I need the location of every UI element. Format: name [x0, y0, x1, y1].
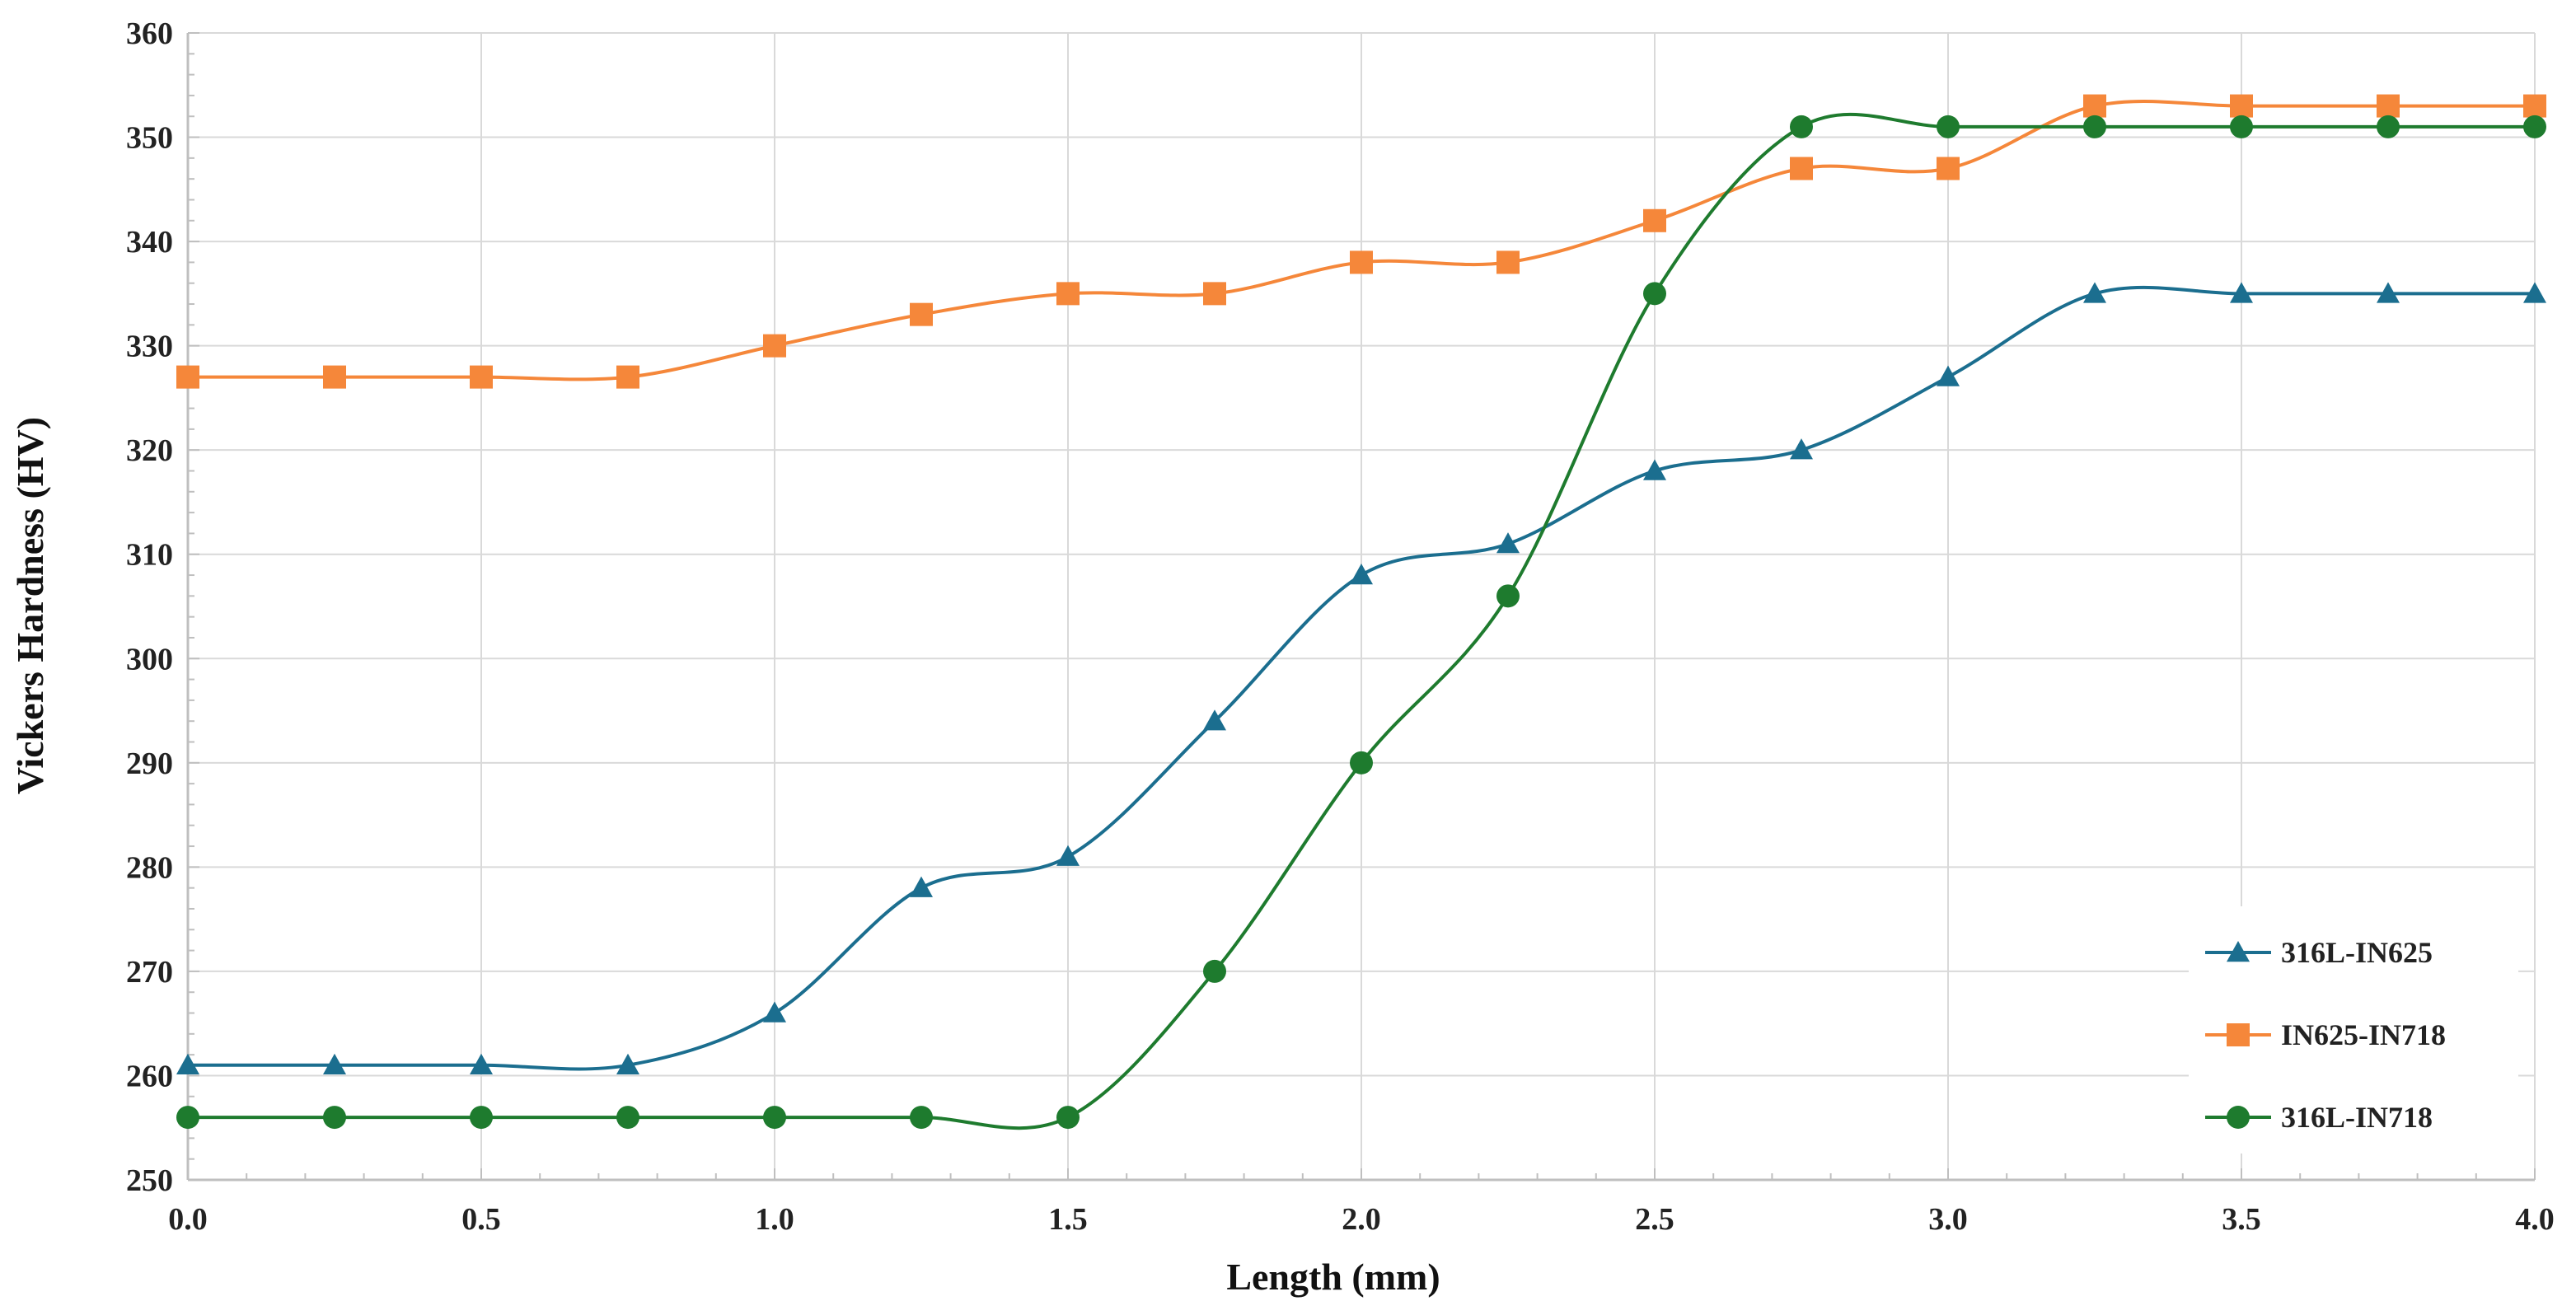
data-point — [1643, 459, 1666, 480]
data-point — [2377, 94, 2400, 118]
data-point — [1496, 250, 1520, 274]
data-point — [1937, 115, 1960, 138]
y-tick-label: 330 — [126, 330, 173, 364]
legend-marker — [2227, 1106, 2250, 1129]
x-tick-label: 3.5 — [2222, 1202, 2261, 1237]
data-point — [2523, 282, 2546, 303]
data-point — [323, 1053, 346, 1074]
y-axis-title: Vickers Hardness (HV) — [9, 417, 51, 794]
data-point — [1790, 157, 1813, 180]
data-point — [2230, 115, 2253, 138]
y-tick-label: 290 — [126, 746, 173, 781]
data-point — [470, 1106, 493, 1130]
data-point — [910, 1106, 933, 1130]
data-point — [1937, 365, 1960, 386]
data-point — [176, 365, 199, 389]
legend-item: 316L-IN625 — [2205, 936, 2433, 969]
data-point — [616, 1106, 639, 1130]
data-point — [2230, 282, 2253, 303]
x-tick-label: 1.5 — [1048, 1202, 1088, 1237]
data-point — [1056, 1106, 1080, 1130]
x-tick-label: 2.5 — [1635, 1202, 1674, 1237]
data-point — [2083, 282, 2106, 303]
y-tick-label: 350 — [126, 121, 173, 156]
legend-label: IN625-IN718 — [2281, 1018, 2446, 1051]
legend-item: 316L-IN718 — [2205, 1101, 2433, 1134]
series-line — [188, 112, 2535, 1130]
data-point — [1203, 282, 1226, 306]
x-tick-label: 3.0 — [1928, 1202, 1968, 1237]
data-point — [763, 1106, 786, 1130]
data-point — [1056, 845, 1080, 866]
y-tick-label: 310 — [126, 538, 173, 573]
data-point — [1350, 751, 1373, 774]
axes — [186, 32, 2536, 1182]
data-point — [2230, 94, 2253, 118]
grid-lines — [187, 32, 2536, 1181]
data-point — [1056, 282, 1080, 306]
data-point — [2523, 94, 2546, 118]
data-point — [2083, 94, 2106, 118]
y-tick-label: 280 — [126, 850, 173, 885]
y-tick-label: 250 — [126, 1163, 173, 1198]
data-point — [470, 1053, 493, 1074]
data-point — [1643, 208, 1666, 232]
y-tick-label: 300 — [126, 642, 173, 676]
data-point — [1937, 157, 1960, 180]
data-point — [323, 1106, 346, 1130]
series-in625-in718 — [176, 94, 2546, 389]
y-tick-label: 260 — [126, 1059, 173, 1093]
series-316l-in625 — [176, 282, 2546, 1074]
x-tick-label: 4.0 — [2515, 1202, 2555, 1237]
data-point — [616, 1053, 639, 1074]
x-tick-label: 0.5 — [461, 1202, 501, 1237]
data-series — [176, 94, 2546, 1130]
y-tick-label: 360 — [126, 16, 173, 51]
data-point — [2083, 115, 2106, 138]
legend-item: IN625-IN718 — [2205, 1018, 2446, 1051]
data-point — [470, 365, 493, 389]
data-point — [1643, 282, 1666, 306]
y-tick-label: 340 — [126, 225, 173, 260]
data-point — [910, 876, 933, 897]
data-point — [1350, 564, 1373, 585]
x-tick-label: 1.0 — [755, 1202, 794, 1237]
data-point — [910, 302, 933, 326]
y-tick-label: 320 — [126, 433, 173, 468]
legend-label: 316L-IN718 — [2281, 1101, 2433, 1134]
data-point — [1350, 250, 1373, 274]
legend-marker — [2227, 1023, 2250, 1046]
data-point — [2523, 115, 2546, 138]
data-point — [2377, 282, 2400, 303]
data-point — [176, 1106, 199, 1130]
tick-labels: 250 260 270 280 290 300 310 320 330 340 350 360 0.0 0… — [126, 16, 2555, 1237]
legend-label: 316L-IN625 — [2281, 936, 2433, 969]
data-point — [1496, 584, 1520, 608]
data-point — [323, 365, 346, 389]
data-point — [2377, 115, 2400, 138]
data-point — [1203, 959, 1226, 983]
x-axis-title: Length (mm) — [1226, 1256, 1440, 1298]
data-point — [1790, 438, 1813, 460]
y-tick-label: 270 — [126, 955, 173, 990]
data-point — [763, 1001, 786, 1023]
data-point — [1496, 532, 1520, 554]
data-point — [1790, 115, 1813, 138]
x-tick-label: 2.0 — [1342, 1202, 1381, 1237]
legend: 316L-IN625 IN625-IN718 316L-IN718 — [2189, 906, 2518, 1154]
data-point — [1203, 709, 1226, 731]
legend-marker — [2227, 941, 2250, 962]
series-316l-in718 — [176, 112, 2546, 1130]
data-point — [763, 334, 786, 358]
data-point — [616, 365, 639, 389]
x-tick-label: 0.0 — [168, 1202, 208, 1237]
data-point — [176, 1053, 199, 1074]
